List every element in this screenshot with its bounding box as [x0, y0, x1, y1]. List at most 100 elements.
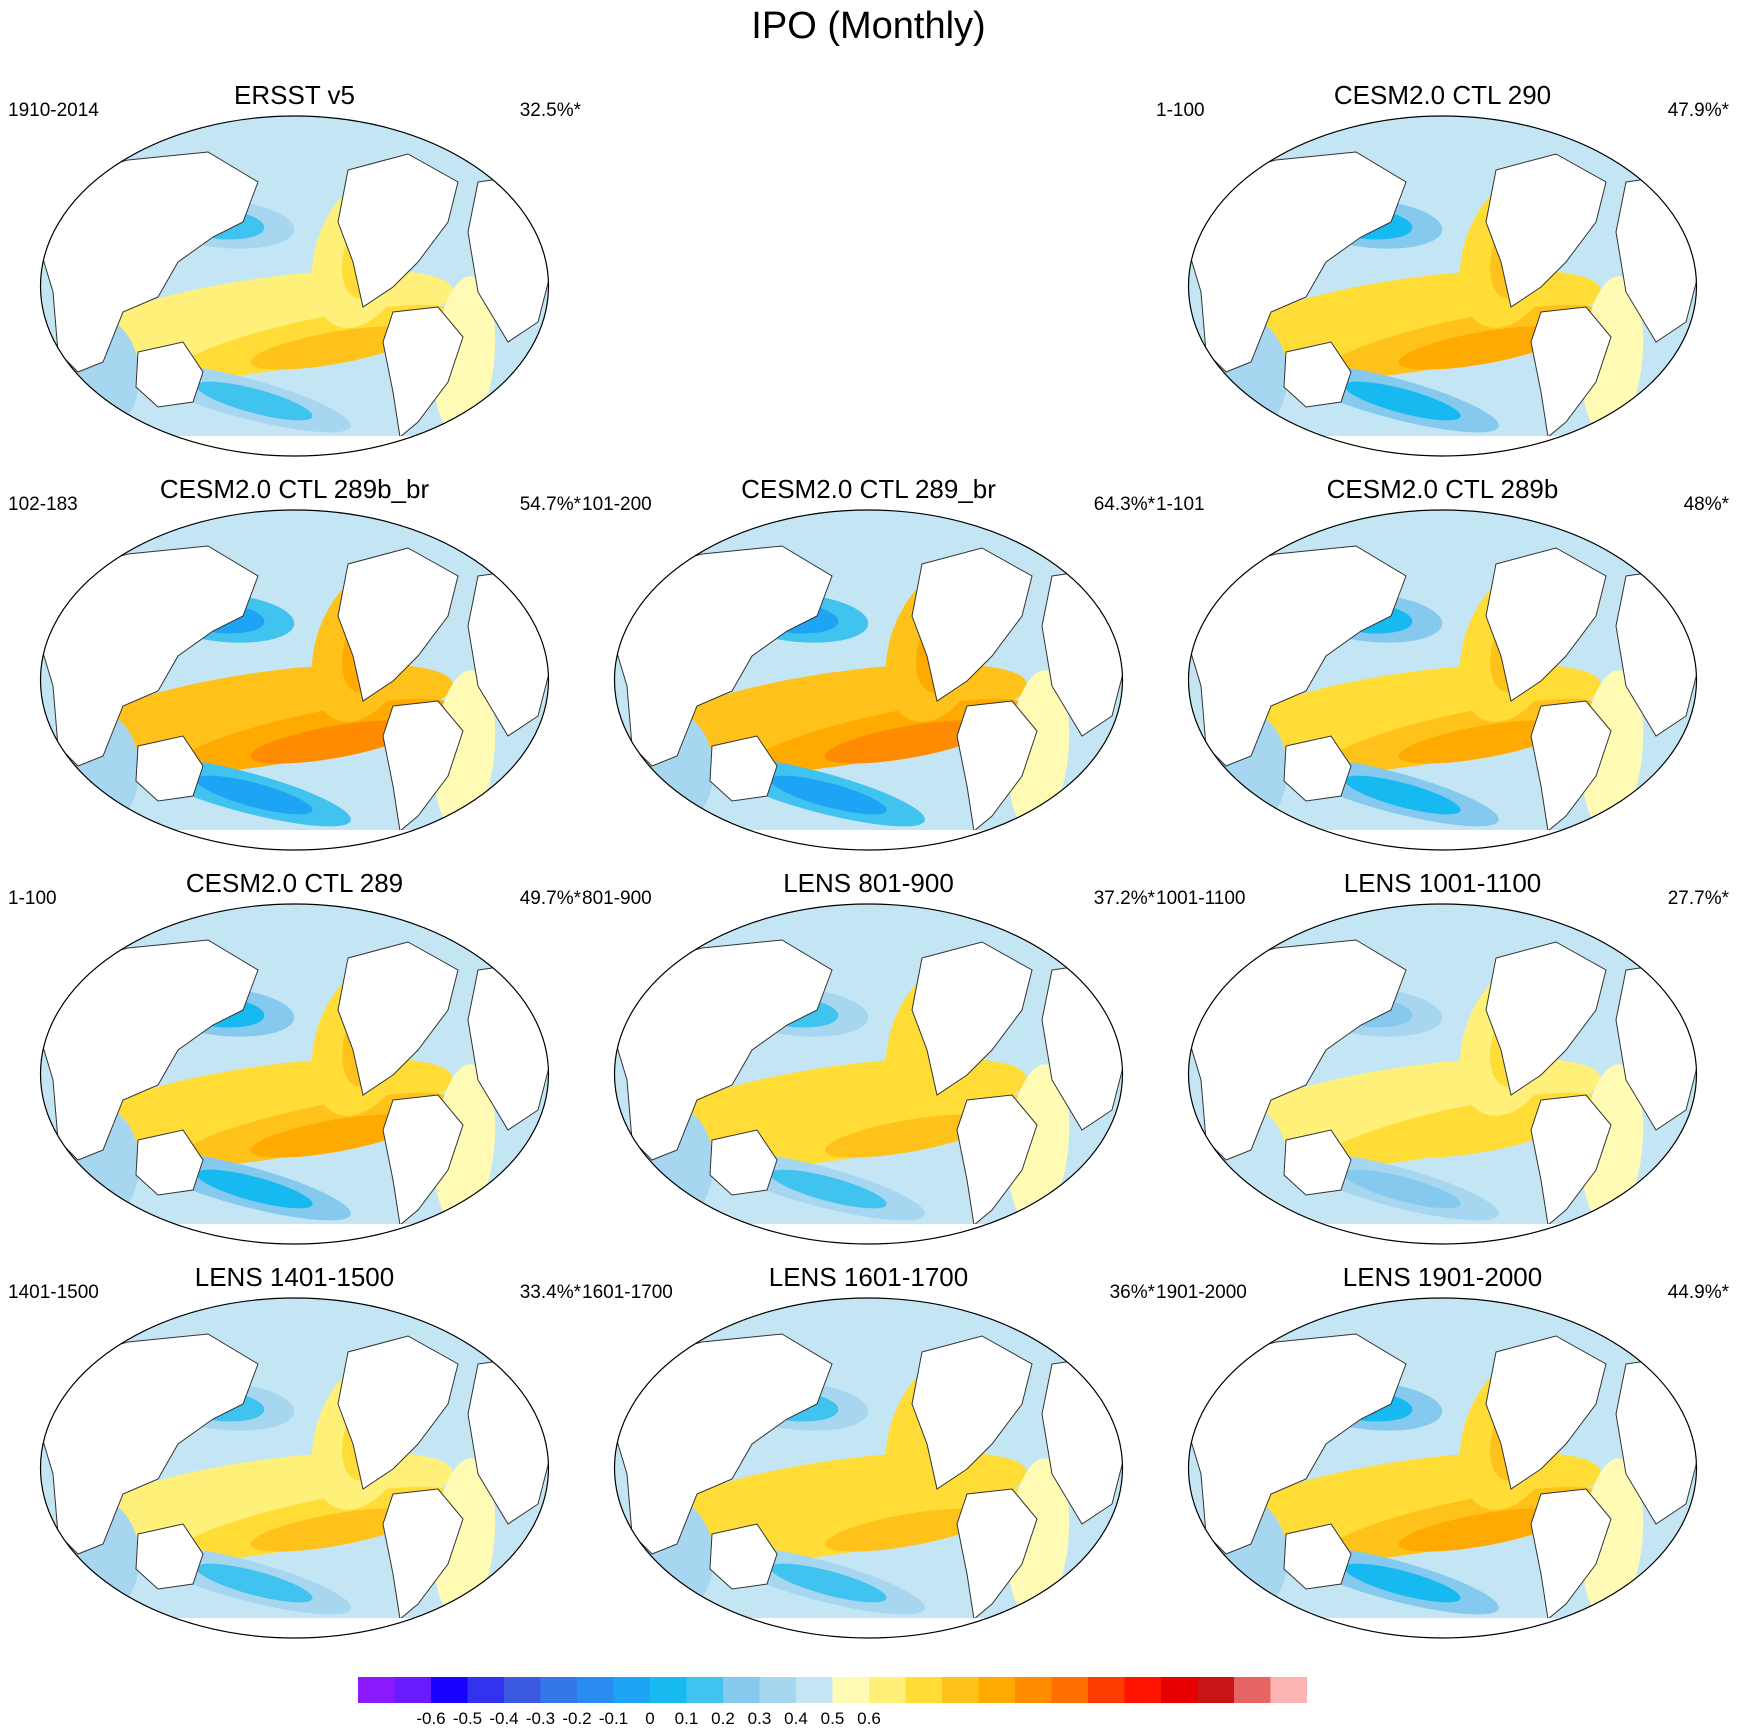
- landmass: [1530, 1488, 1612, 1620]
- landmass: [1283, 735, 1352, 802]
- colorbar-tick-label: 0.5: [821, 1709, 845, 1727]
- colorbar: -0.6 -0.5 -0.4 -0.3 -0.2 -0.1 0 0.1 0.2 0.3 0.4 0.5…: [358, 1677, 1307, 1727]
- colorbar-tick-label: -0.5: [453, 1709, 482, 1727]
- panel-variance: 49.7%*: [519, 888, 581, 909]
- panel-period: 101-200: [582, 494, 652, 515]
- map-panel: [1187, 903, 1698, 1245]
- anomaly-region: [1581, 1064, 1644, 1224]
- colorbar-box: [1088, 1677, 1125, 1703]
- colorbar-box: [1161, 1677, 1198, 1703]
- landmass: [956, 700, 1038, 832]
- sst-field: [40, 904, 549, 1244]
- landmass: [40, 545, 259, 767]
- colorbar-tick-label: 0.2: [711, 1709, 735, 1727]
- colorbar-box: [978, 1677, 1015, 1703]
- map-panel: [1187, 115, 1698, 457]
- map-outline: [39, 115, 550, 457]
- colorbar-box: [577, 1677, 614, 1703]
- anomaly-region: [1398, 1114, 1567, 1158]
- colorbar-box: [1270, 1677, 1307, 1703]
- map-outline: [613, 903, 1124, 1245]
- anomaly-region: [196, 1563, 313, 1603]
- anomaly-region: [1007, 1064, 1070, 1224]
- landmass: [1530, 1094, 1612, 1226]
- sst-field: [1188, 1298, 1697, 1638]
- panel-period: 1401-1500: [8, 1282, 99, 1303]
- colorbar-box: [686, 1677, 723, 1703]
- colorbar-box: [942, 1677, 979, 1703]
- colorbar-box: [504, 1677, 541, 1703]
- panel-lens-801-900: LENS 801-900 801-900 37.2%*: [582, 868, 1155, 1248]
- colorbar-box: [1234, 1677, 1271, 1703]
- colorbar-box: [467, 1677, 504, 1703]
- colorbar-tick-label: 0.1: [675, 1709, 699, 1727]
- anomaly-region: [433, 1064, 496, 1224]
- anomaly-region: [1398, 720, 1567, 764]
- anomaly-region: [770, 1169, 887, 1209]
- panel-title: ERSST v5: [234, 80, 355, 110]
- panel-variance: 32.5%*: [519, 100, 581, 121]
- sst-field: [1188, 510, 1697, 850]
- map-panel: [613, 1297, 1124, 1639]
- landmass: [1485, 547, 1607, 702]
- landmass: [1283, 1129, 1352, 1196]
- colorbar-box: [431, 1677, 468, 1703]
- colorbar-box: [796, 1677, 833, 1703]
- panel-lens-1601-1700: LENS 1601-1700 1601-1700 36%*: [582, 1262, 1155, 1642]
- panel-lens-1001-1100: LENS 1001-1100 1001-1100 27.7%*: [1156, 868, 1729, 1248]
- map-panel: [39, 115, 550, 457]
- panel-variance: 33.4%*: [519, 1282, 581, 1303]
- panel-variance: 37.2%*: [1093, 888, 1155, 909]
- panel-variance: 44.9%*: [1667, 1282, 1729, 1303]
- landmass: [382, 700, 464, 832]
- map-panel: [1187, 509, 1698, 851]
- landmass: [382, 1488, 464, 1620]
- map-panel: [39, 903, 550, 1245]
- landmass: [709, 735, 778, 802]
- map-outline: [1187, 903, 1698, 1245]
- panel-title: LENS 1001-1100: [1343, 868, 1542, 898]
- anomaly-region: [1344, 1563, 1461, 1603]
- panel-variance: 48%*: [1683, 494, 1729, 515]
- map-panel: [1187, 1297, 1698, 1639]
- panel-variance: 27.7%*: [1667, 888, 1729, 909]
- landmass: [135, 1523, 204, 1590]
- panel-variance: 47.9%*: [1667, 100, 1729, 121]
- anomaly-region: [1007, 670, 1070, 830]
- panel-ersst-v5: ERSST v5 1910-2014 32.5%*: [8, 80, 581, 460]
- panel-period: 1910-2014: [8, 100, 99, 121]
- map-outline: [1187, 1297, 1698, 1639]
- panel-period: 801-900: [582, 888, 652, 909]
- sst-field: [40, 1298, 549, 1638]
- colorbar-tick-label: -0.6: [416, 1709, 445, 1727]
- landmass: [1283, 1523, 1352, 1590]
- landmass: [135, 341, 204, 408]
- panel-period: 1601-1700: [582, 1282, 673, 1303]
- anomaly-region: [770, 775, 887, 815]
- colorbar-box: [613, 1677, 650, 1703]
- anomaly-region: [770, 1563, 887, 1603]
- anomaly-region: [250, 1508, 419, 1552]
- colorbar-tick-label: 0.4: [784, 1709, 808, 1727]
- colorbar-tick-label: -0.3: [526, 1709, 555, 1727]
- colorbar-box: [759, 1677, 796, 1703]
- colorbar-box: [540, 1677, 577, 1703]
- landmass: [911, 941, 1033, 1096]
- anomaly-region: [196, 381, 313, 421]
- anomaly-region: [250, 326, 419, 370]
- anomaly-region: [1581, 276, 1644, 436]
- panel-cesm2-ctl-289-br: CESM2.0 CTL 289_br 101-200 64.3%*: [582, 474, 1155, 854]
- panel-period: 1-100: [1156, 100, 1205, 121]
- map-panel: [39, 509, 550, 851]
- colorbar-tick-label: 0: [645, 1709, 654, 1727]
- landmass: [709, 1129, 778, 1196]
- map-outline: [39, 903, 550, 1245]
- landmass: [614, 545, 833, 767]
- landmass: [911, 1335, 1033, 1490]
- panel-period: 1001-1100: [1156, 888, 1246, 909]
- panel-title: CESM2.0 CTL 289: [185, 868, 404, 898]
- anomaly-region: [433, 276, 496, 436]
- anomaly-region: [1344, 381, 1461, 421]
- landmass: [1283, 341, 1352, 408]
- colorbar-tick-label: 0.6: [857, 1709, 881, 1727]
